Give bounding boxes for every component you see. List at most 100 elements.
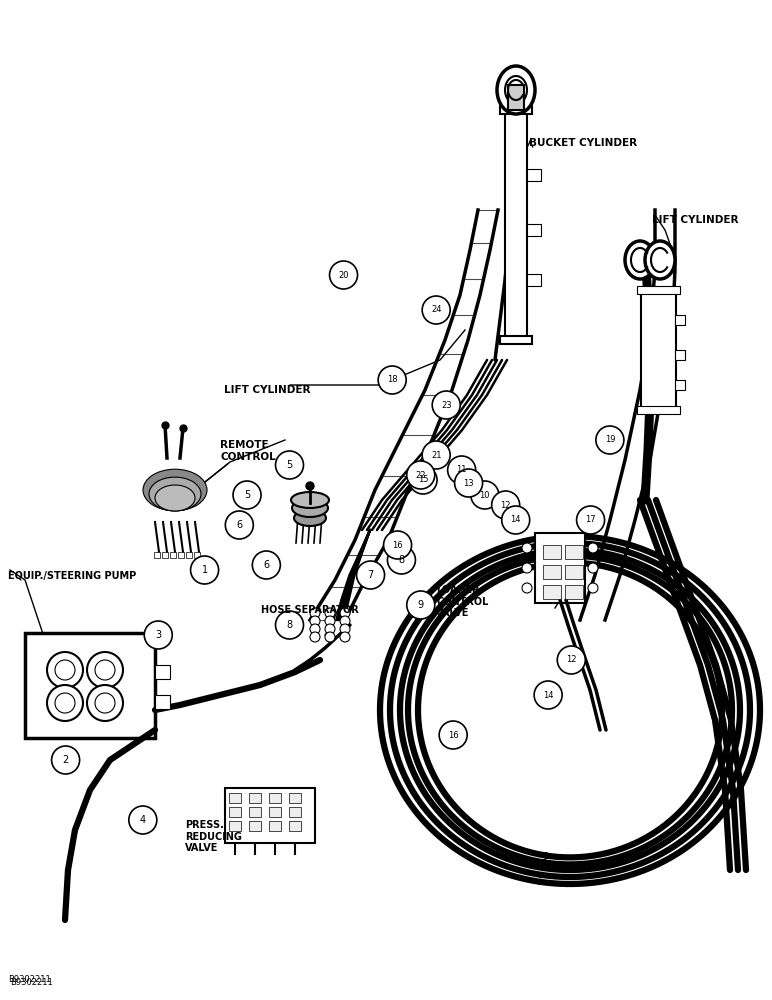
Text: EQUIP./STEERING PUMP: EQUIP./STEERING PUMP: [8, 570, 136, 580]
Ellipse shape: [625, 241, 655, 279]
Text: 21: 21: [431, 450, 442, 460]
Bar: [249, 821, 261, 831]
Text: 9: 9: [418, 600, 424, 610]
Bar: [543, 565, 561, 579]
Text: 11: 11: [456, 466, 467, 475]
Text: 2: 2: [63, 755, 69, 765]
Ellipse shape: [505, 76, 527, 104]
Circle shape: [340, 608, 350, 618]
Bar: [675, 350, 685, 360]
Bar: [675, 315, 685, 325]
Circle shape: [330, 261, 357, 289]
Circle shape: [409, 466, 437, 494]
Text: 18: 18: [387, 375, 398, 384]
Text: 15: 15: [418, 476, 428, 485]
Bar: [178, 552, 184, 558]
Text: 12: 12: [566, 656, 577, 664]
Bar: [505, 110, 527, 340]
Circle shape: [325, 608, 335, 618]
Circle shape: [306, 482, 314, 490]
Circle shape: [310, 608, 320, 618]
Circle shape: [47, 685, 83, 721]
Bar: [565, 545, 583, 559]
Circle shape: [588, 563, 598, 573]
Circle shape: [310, 616, 320, 626]
Text: 10: 10: [479, 490, 490, 499]
Circle shape: [432, 391, 460, 419]
Text: 12: 12: [500, 500, 511, 510]
Circle shape: [276, 451, 303, 479]
Bar: [269, 821, 281, 831]
Text: BUCKET CYLINDER: BUCKET CYLINDER: [529, 138, 637, 148]
Text: 5: 5: [286, 460, 293, 470]
Text: 19: 19: [604, 436, 615, 444]
Bar: [225, 788, 315, 843]
Circle shape: [233, 481, 261, 509]
Text: 7: 7: [367, 570, 374, 580]
Circle shape: [52, 746, 80, 774]
Circle shape: [252, 551, 280, 579]
Circle shape: [588, 543, 598, 553]
Bar: [527, 224, 541, 236]
Circle shape: [191, 556, 218, 584]
Circle shape: [340, 632, 350, 642]
Bar: [500, 106, 532, 114]
Text: LOADER
CONTROL
VALVE: LOADER CONTROL VALVE: [436, 585, 489, 618]
Bar: [565, 585, 583, 599]
Bar: [155, 665, 170, 679]
Bar: [543, 545, 561, 559]
Text: 22: 22: [415, 471, 426, 480]
Bar: [675, 380, 685, 390]
Ellipse shape: [294, 510, 326, 526]
Circle shape: [325, 624, 335, 634]
Bar: [565, 565, 583, 579]
Circle shape: [384, 531, 411, 559]
Circle shape: [87, 685, 123, 721]
Bar: [500, 336, 532, 344]
Circle shape: [577, 506, 604, 534]
Bar: [527, 169, 541, 181]
Text: REMOTE
CONTROL: REMOTE CONTROL: [220, 440, 276, 462]
Ellipse shape: [149, 477, 201, 511]
Text: 8: 8: [286, 620, 293, 630]
Bar: [162, 552, 168, 558]
Circle shape: [422, 296, 450, 324]
Text: 4: 4: [140, 815, 146, 825]
Circle shape: [448, 456, 476, 484]
Circle shape: [492, 491, 520, 519]
Text: 24: 24: [431, 306, 442, 314]
Circle shape: [455, 469, 482, 497]
Circle shape: [340, 616, 350, 626]
Circle shape: [522, 583, 532, 593]
Bar: [25, 633, 155, 738]
Bar: [249, 793, 261, 803]
Circle shape: [87, 652, 123, 688]
Text: B9302211: B9302211: [8, 975, 50, 984]
Ellipse shape: [155, 485, 195, 511]
Ellipse shape: [292, 499, 328, 517]
Circle shape: [596, 426, 624, 454]
Bar: [155, 695, 170, 709]
Ellipse shape: [143, 469, 207, 511]
Text: 3: 3: [155, 630, 161, 640]
Text: 23: 23: [441, 400, 452, 410]
Circle shape: [422, 441, 450, 469]
Bar: [637, 286, 680, 294]
Bar: [289, 807, 301, 817]
Circle shape: [47, 652, 83, 688]
Bar: [535, 533, 585, 603]
Ellipse shape: [645, 241, 675, 279]
Bar: [641, 290, 676, 410]
Circle shape: [378, 366, 406, 394]
Text: 14: 14: [510, 516, 521, 524]
Bar: [637, 406, 680, 414]
Bar: [229, 807, 241, 817]
Circle shape: [522, 563, 532, 573]
Circle shape: [144, 621, 172, 649]
Text: 8: 8: [398, 555, 405, 565]
Circle shape: [310, 624, 320, 634]
Circle shape: [388, 546, 415, 574]
Circle shape: [534, 681, 562, 709]
Circle shape: [557, 646, 585, 674]
Bar: [289, 821, 301, 831]
